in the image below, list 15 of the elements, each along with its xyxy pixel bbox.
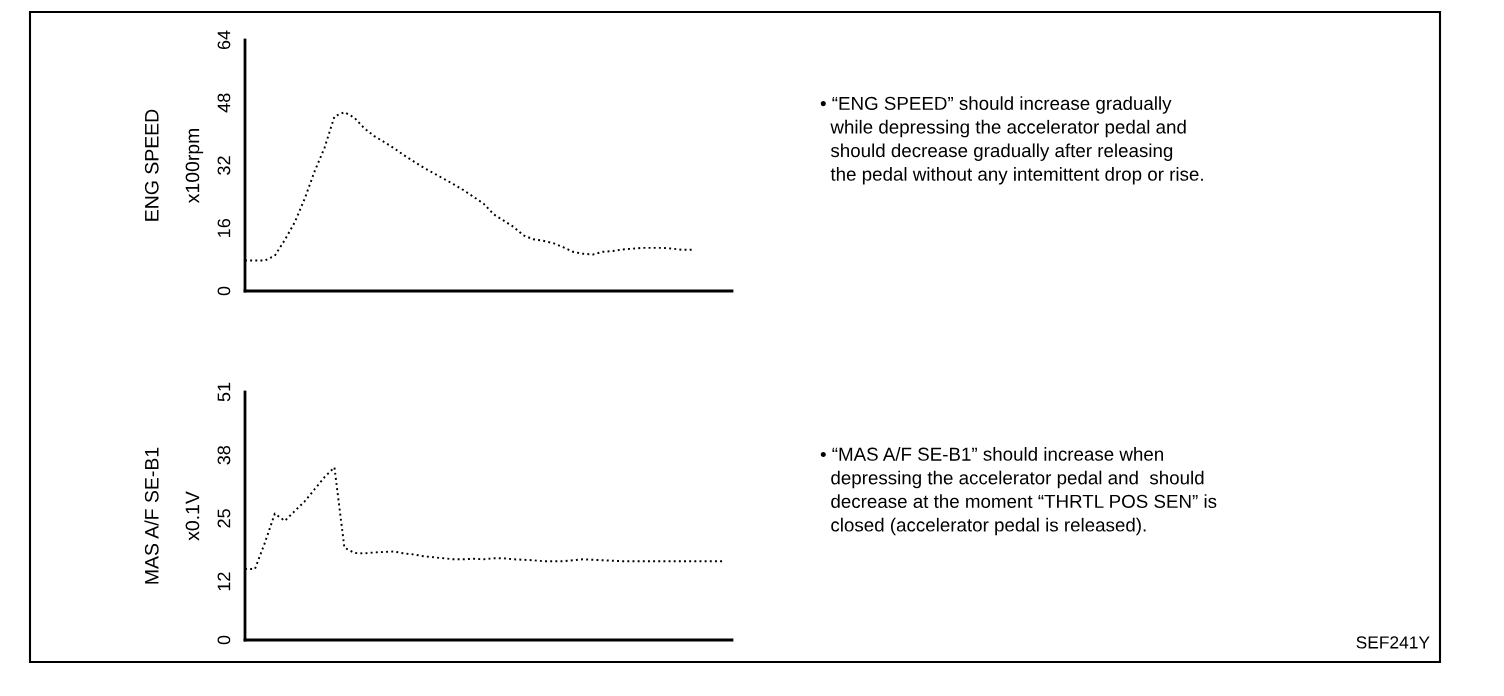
text: MAS A/F SE-B1 x0.1V bbox=[144, 447, 200, 584]
y-tick-label: 25 bbox=[217, 509, 231, 528]
text: SEF241Y bbox=[1356, 636, 1430, 649]
y-tick-label: 16 bbox=[217, 219, 231, 237]
y-tick-label: 64 bbox=[217, 30, 231, 50]
y-tick-label: 12 bbox=[217, 572, 231, 591]
y-tick-label: 48 bbox=[217, 93, 231, 113]
y-tick-label: 0 bbox=[217, 635, 231, 645]
y-tick-label: 0 bbox=[217, 286, 231, 296]
y-tick-label: 32 bbox=[217, 156, 231, 175]
y-tick-label: 38 bbox=[217, 445, 231, 465]
text: • “ENG SPEED” should increase gradually while depressing the accelerator pedal and should decrease gradually after releasing the pedal without any intemittent drop or rise. bbox=[820, 96, 1203, 185]
text: • “MAS A/F SE-B1” should increase when depressing the accelerator pedal and should decrease at the moment “THRTL POS SEN” is closed (accelerator pedal is released). bbox=[820, 447, 1217, 536]
text: ENG SPEED x100rpm bbox=[144, 109, 204, 221]
y-tick-label: 51 bbox=[217, 382, 231, 402]
